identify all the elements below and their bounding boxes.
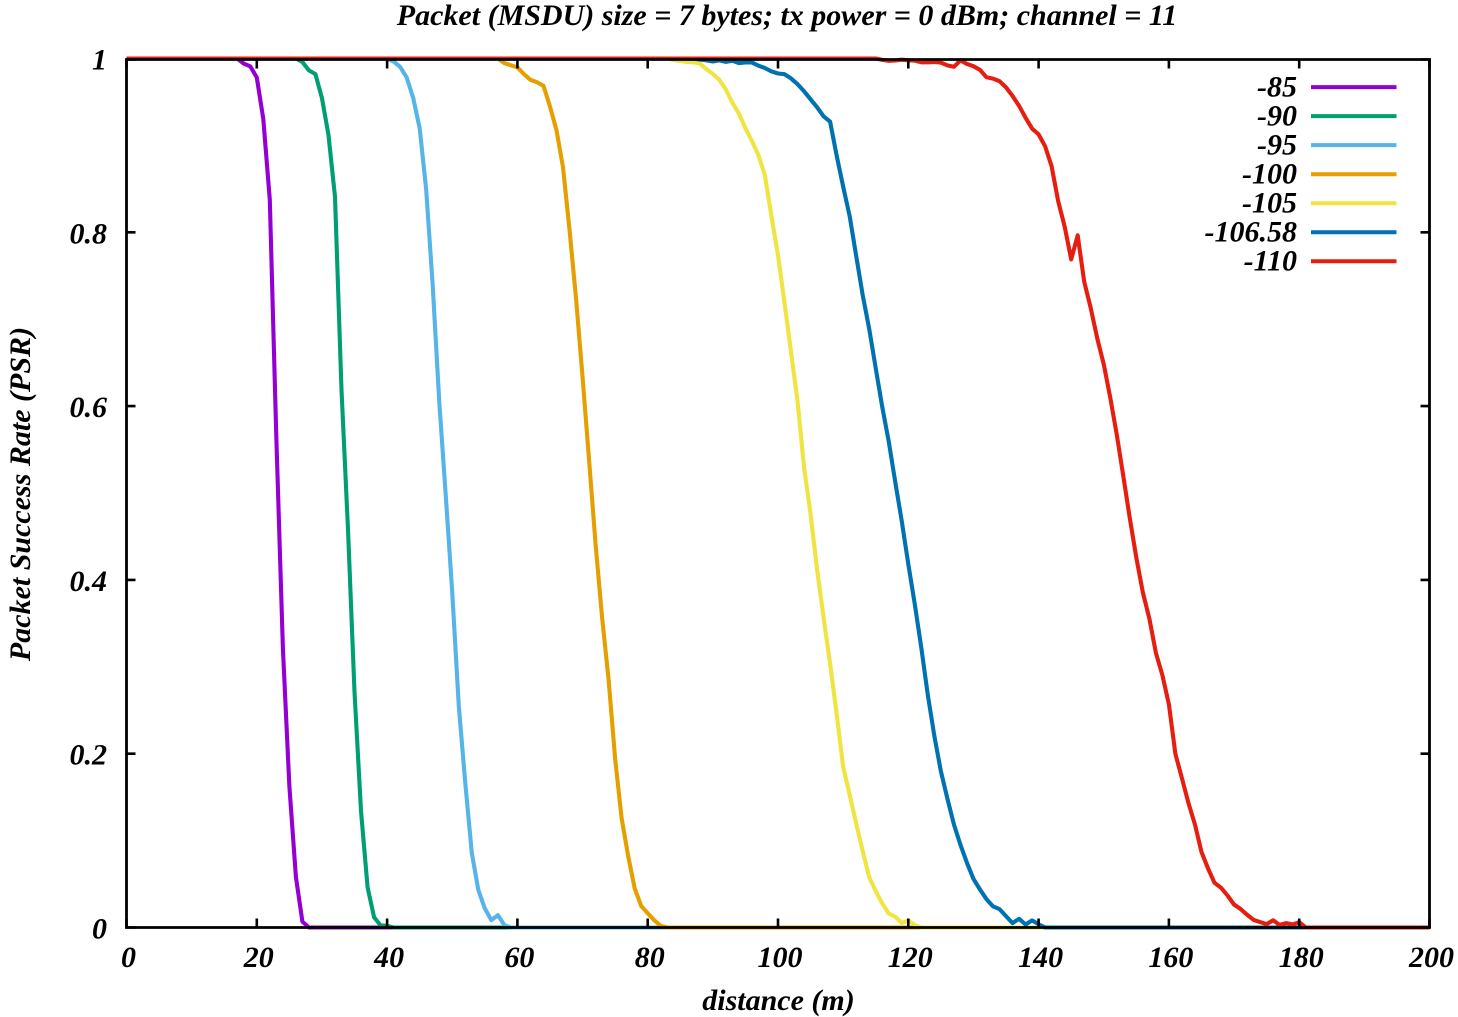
svg-text:-85: -85 (1257, 71, 1297, 104)
svg-text:140: 140 (1018, 941, 1063, 974)
svg-text:20: 20 (243, 941, 274, 974)
svg-text:-110: -110 (1244, 245, 1297, 278)
svg-text:0: 0 (121, 941, 136, 974)
svg-text:60: 60 (504, 941, 534, 974)
svg-text:180: 180 (1279, 941, 1324, 974)
svg-text:0.4: 0.4 (70, 565, 108, 598)
svg-text:200: 200 (1408, 941, 1454, 974)
svg-text:-95: -95 (1257, 129, 1297, 162)
svg-text:Packet (MSDU) size = 7 bytes;: Packet (MSDU) size = 7 bytes; tx power =… (396, 0, 1177, 32)
svg-text:-100: -100 (1242, 158, 1297, 191)
svg-text:Packet Success Rate (PSR): Packet Success Rate (PSR) (4, 327, 37, 662)
svg-text:-90: -90 (1257, 100, 1297, 133)
svg-text:0.2: 0.2 (70, 739, 108, 772)
svg-text:120: 120 (888, 941, 933, 974)
svg-text:80: 80 (635, 941, 665, 974)
svg-text:-106.58: -106.58 (1205, 216, 1298, 249)
svg-text:distance (m): distance (m) (702, 984, 854, 1017)
svg-text:40: 40 (373, 941, 404, 974)
svg-text:0: 0 (92, 913, 107, 946)
svg-text:0.6: 0.6 (70, 391, 108, 424)
svg-text:100: 100 (758, 941, 803, 974)
svg-text:1: 1 (92, 44, 107, 77)
svg-text:-105: -105 (1242, 187, 1297, 220)
svg-text:160: 160 (1148, 941, 1193, 974)
svg-text:0.8: 0.8 (70, 217, 108, 250)
